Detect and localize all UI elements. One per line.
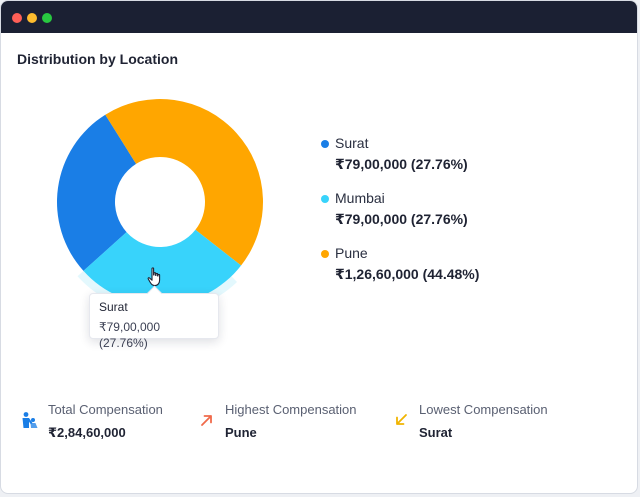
stat-total-value: ₹2,84,60,000 (48, 425, 126, 440)
legend-value-surat: ₹79,00,000 (27.76%) (335, 156, 468, 172)
maximize-window-button[interactable] (42, 13, 52, 23)
donut-chart[interactable] (45, 97, 275, 307)
card-title: Distribution by Location (17, 51, 178, 67)
legend-label-mumbai: Mumbai (335, 190, 385, 206)
people-icon (22, 412, 38, 428)
stat-lowest-label: Lowest Compensation (419, 402, 548, 417)
slice-pune[interactable] (105, 99, 263, 266)
slice-mumbai[interactable] (83, 229, 242, 305)
slice-surat[interactable] (57, 114, 137, 271)
minimize-window-button[interactable] (27, 13, 37, 23)
stat-highest-label: Highest Compensation (225, 402, 357, 417)
hand-cursor-icon (147, 267, 161, 287)
legend-dot-surat (321, 140, 329, 148)
stat-total-label: Total Compensation (48, 402, 163, 417)
arrow-down-left-icon (396, 414, 407, 425)
legend-dot-mumbai (321, 195, 329, 203)
legend-label-surat: Surat (335, 135, 369, 151)
stat-lowest-value: Surat (419, 425, 453, 440)
stat-highest-value: Pune (225, 425, 257, 440)
chart-tooltip: Surat ₹79,00,000 (27.76%) (89, 285, 219, 350)
arrow-up-right-icon (201, 415, 212, 426)
donut-chart-svg[interactable] (45, 97, 275, 307)
close-window-button[interactable] (12, 13, 22, 23)
legend-item-pune[interactable]: Pune ₹1,26,60,000 (44.48%) (319, 245, 619, 300)
chart-legend: Surat ₹79,00,000 (27.76%) Mumbai ₹79,00,… (319, 135, 619, 300)
legend-label-pune: Pune (335, 245, 368, 261)
legend-value-pune: ₹1,26,60,000 (44.48%) (335, 266, 480, 282)
window-titlebar (1, 1, 637, 33)
legend-item-mumbai[interactable]: Mumbai ₹79,00,000 (27.76%) (319, 190, 619, 245)
legend-dot-pune (321, 250, 329, 258)
legend-value-mumbai: ₹79,00,000 (27.76%) (335, 211, 468, 227)
tooltip-value: ₹79,00,000 (27.76%) (99, 320, 161, 350)
compensation-summary: Total Compensation ₹2,84,60,000 Highest … (1, 401, 637, 451)
legend-item-surat[interactable]: Surat ₹79,00,000 (27.76%) (319, 135, 619, 190)
tooltip-label: Surat (99, 300, 128, 314)
